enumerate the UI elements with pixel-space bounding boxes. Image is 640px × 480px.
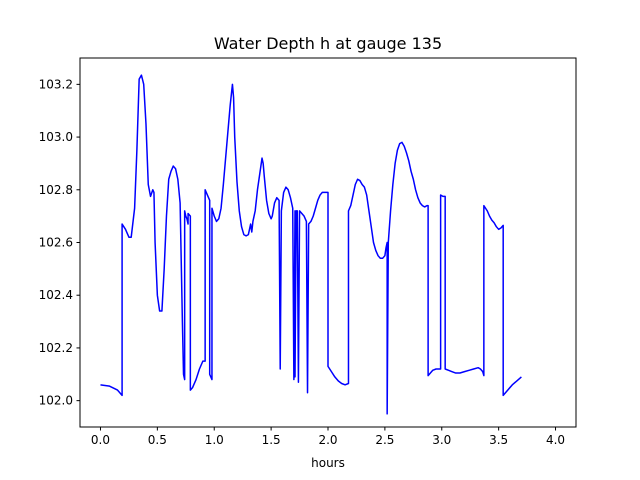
series-line-0 (100, 74, 522, 415)
y-tick-label: 102.6 (39, 236, 73, 250)
x-tick-label: 3.0 (432, 433, 451, 447)
y-tick-label: 102.0 (39, 394, 73, 408)
x-tick-label: 3.5 (489, 433, 508, 447)
chart-title: Water Depth h at gauge 135 (214, 34, 442, 53)
y-tick-label: 102.2 (39, 341, 73, 355)
x-tick-label: 4.0 (546, 433, 565, 447)
x-tick-label: 0.0 (91, 433, 110, 447)
x-axis-label: hours (311, 456, 345, 470)
y-tick-label: 102.4 (39, 288, 73, 302)
x-tick-label: 0.5 (148, 433, 167, 447)
plot-area (79, 57, 577, 428)
series-layer (100, 74, 522, 415)
x-tick-label: 2.0 (318, 433, 337, 447)
x-axis: 0.0 0.5 1.0 1.5 2.0 2.5 3.0 3.5 4.0 (91, 427, 565, 447)
x-tick-label: 1.5 (262, 433, 281, 447)
y-axis: 102.0 102.2 102.4 102.6 102.8 103.0 103.2 (39, 77, 80, 408)
x-tick-label: 1.0 (205, 433, 224, 447)
y-tick-label: 102.8 (39, 183, 73, 197)
x-tick-label: 2.5 (375, 433, 394, 447)
y-tick-label: 103.2 (39, 77, 73, 91)
y-tick-label: 103.0 (39, 130, 73, 144)
